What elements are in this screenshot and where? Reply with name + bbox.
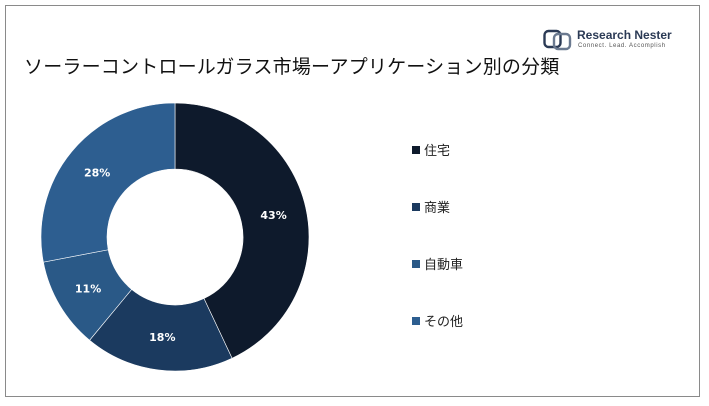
slice-value-label: 28% bbox=[84, 167, 110, 180]
slice-value-label: 18% bbox=[149, 331, 175, 344]
legend-label: 住宅 bbox=[424, 144, 451, 159]
legend-swatch bbox=[412, 146, 420, 154]
chart-title: ソーラーコントロールガラス市場ーアプリケーション別の分類 bbox=[24, 56, 560, 78]
legend-label: 商業 bbox=[424, 201, 451, 216]
slice-value-label: 11% bbox=[75, 282, 101, 295]
slice-value-label: 43% bbox=[260, 209, 286, 222]
donut-slice-1 bbox=[174, 102, 310, 359]
legend-swatch bbox=[412, 260, 420, 268]
brand-logo: Research Nester Connect. Lead. Accomplis… bbox=[543, 27, 673, 55]
logo-name: Research Nester bbox=[577, 28, 672, 42]
legend-swatch bbox=[412, 203, 420, 211]
donut-slice-4 bbox=[40, 102, 176, 263]
research-nester-logo-icon bbox=[543, 29, 572, 51]
legend-label: その他 bbox=[424, 315, 464, 330]
legend-label: 自動車 bbox=[424, 258, 464, 273]
legend-swatch bbox=[412, 317, 420, 325]
logo-tagline: Connect. Lead. Accomplish bbox=[578, 43, 666, 49]
